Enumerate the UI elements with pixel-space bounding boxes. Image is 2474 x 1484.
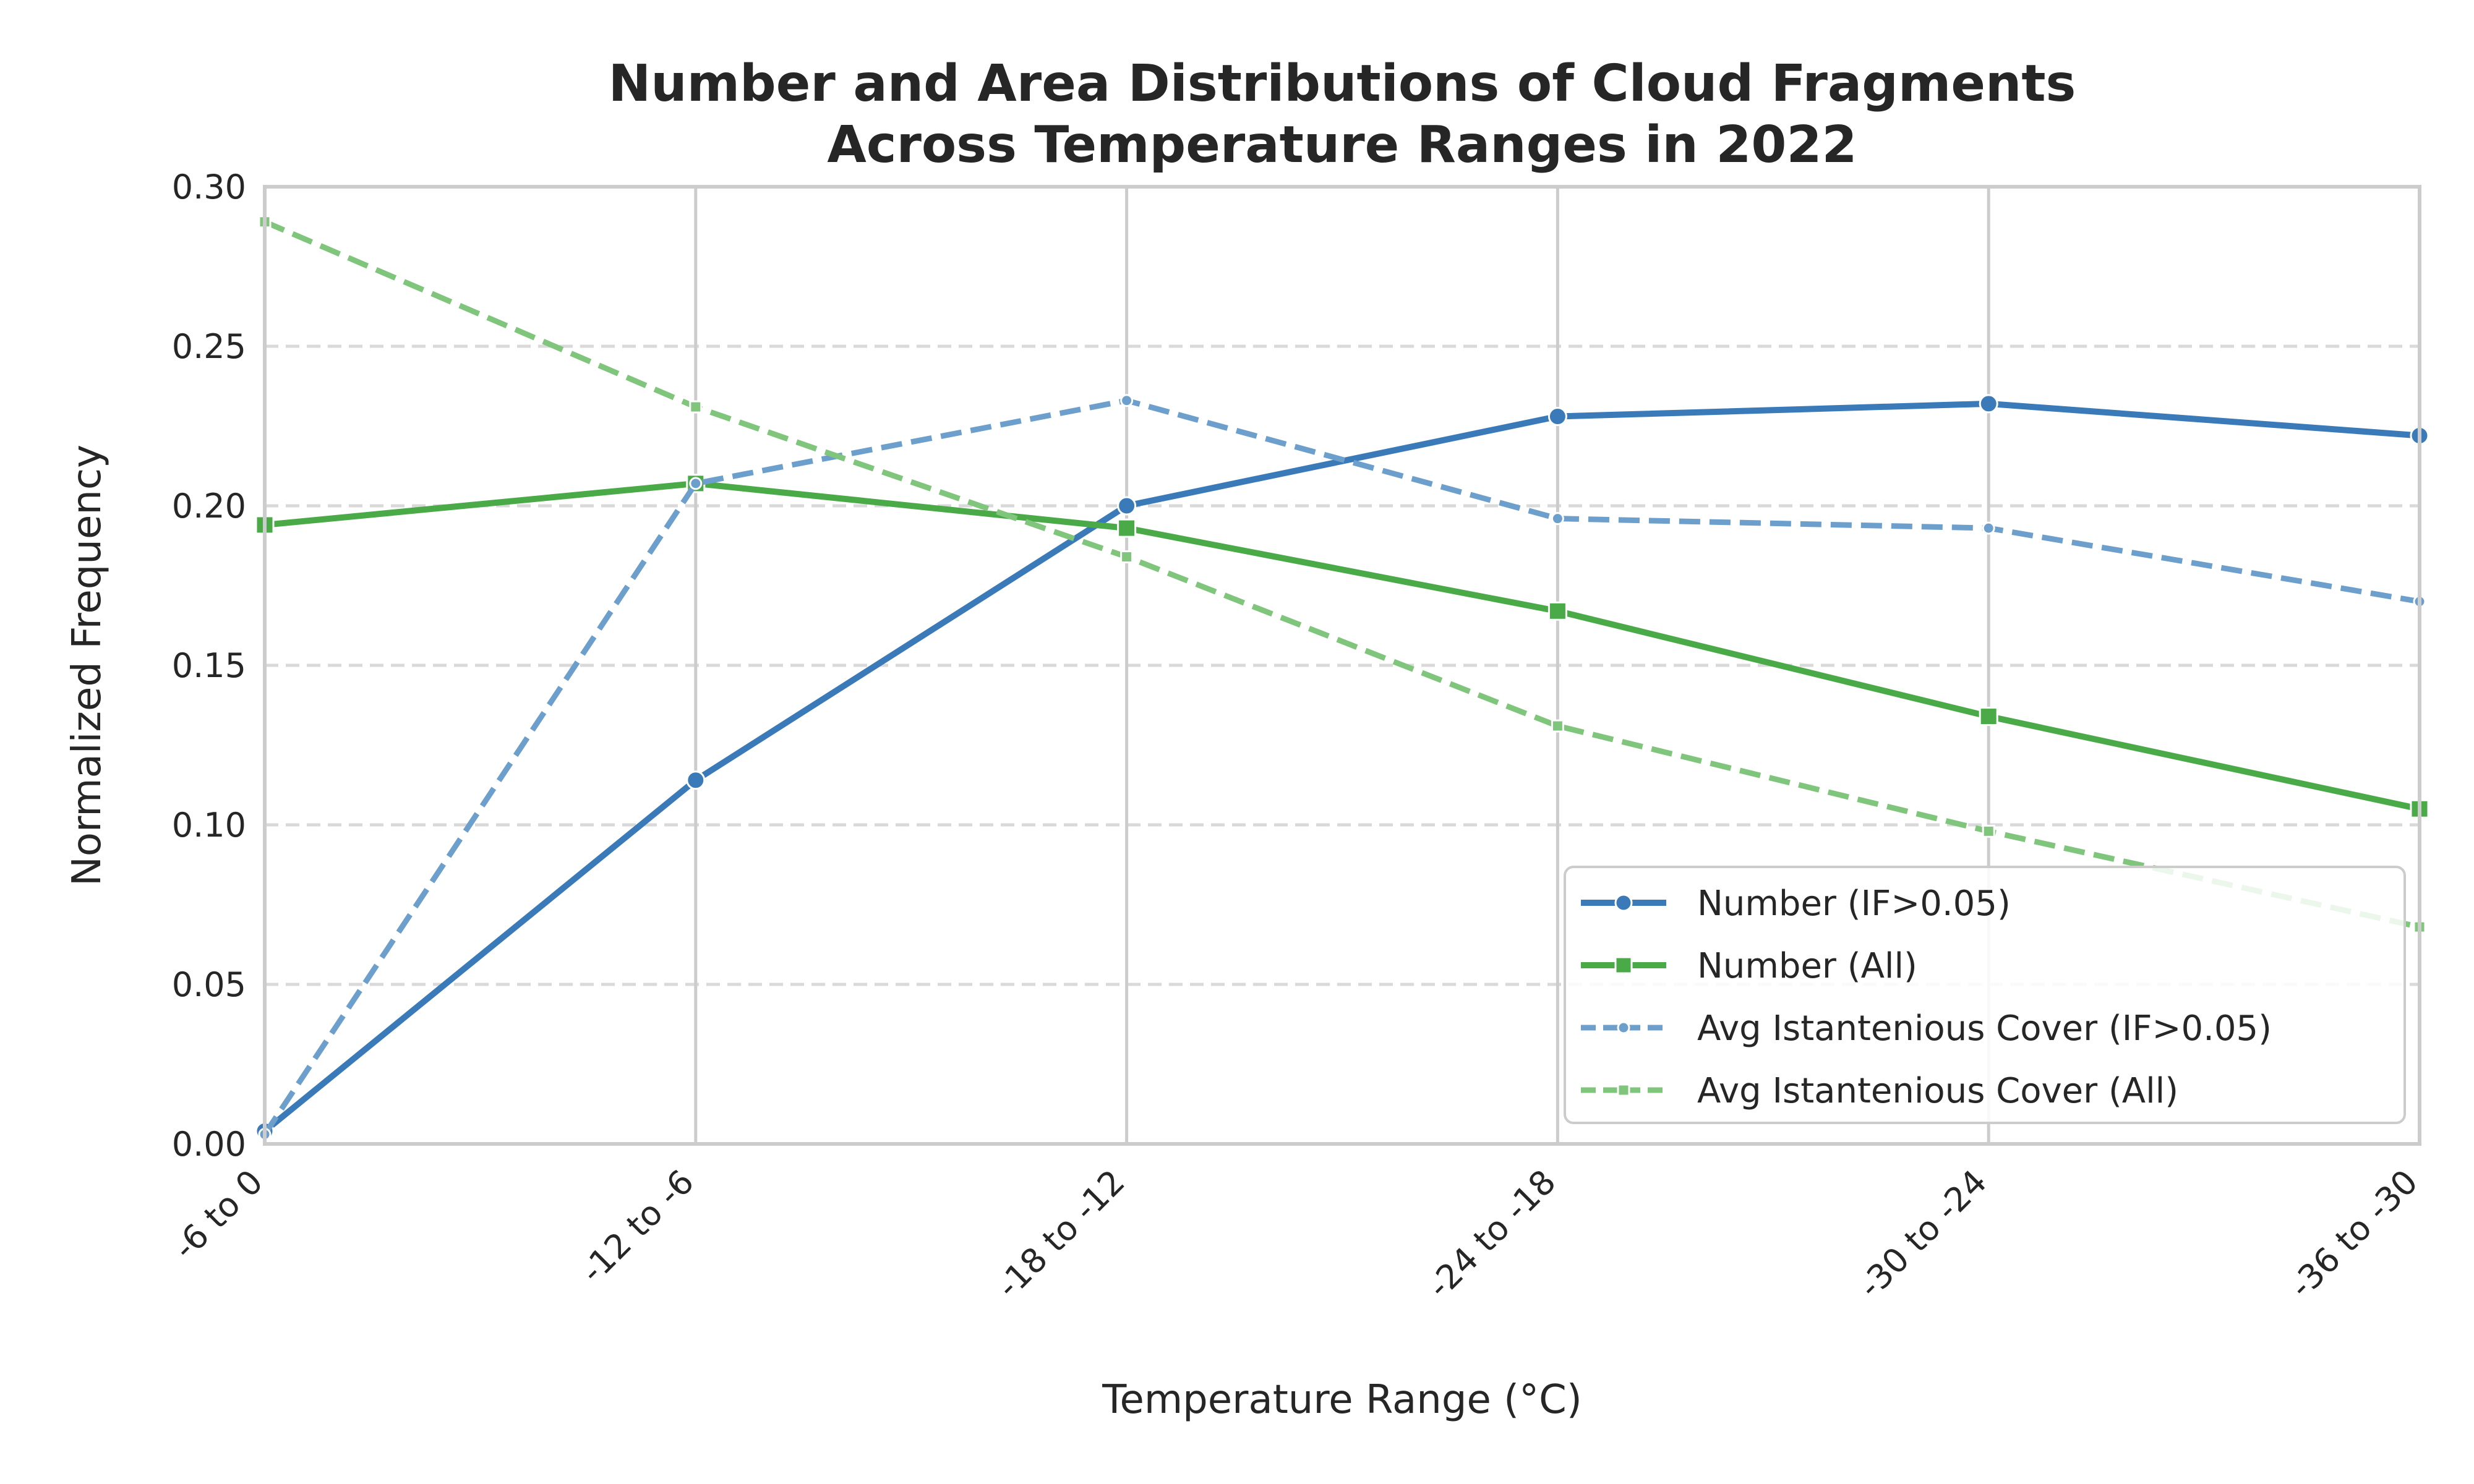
legend-item: Avg Istantenious Cover (All) xyxy=(1581,1071,2178,1111)
data-point xyxy=(1547,407,1567,427)
y-tick-label: 0.05 xyxy=(172,965,246,1004)
x-axis-label: Temperature Range (°C) xyxy=(1102,1377,1582,1423)
y-tick-label: 0.20 xyxy=(172,487,246,526)
legend-label: Avg Istantenious Cover (All) xyxy=(1697,1071,2178,1111)
data-point xyxy=(1979,707,1998,727)
legend-label: Avg Istantenious Cover (IF>0.05) xyxy=(1697,1009,2272,1049)
series-line xyxy=(264,480,2421,812)
legend-marker xyxy=(1617,1021,1630,1034)
legend-marker xyxy=(1614,893,1633,912)
x-tick-label: -30 to -24 xyxy=(1851,1162,1995,1306)
data-point xyxy=(686,770,706,790)
series-layer xyxy=(255,215,2429,1141)
series-line xyxy=(262,398,2420,1136)
x-tick-label: -24 to -18 xyxy=(1420,1162,1564,1306)
data-point xyxy=(689,400,703,414)
series-line xyxy=(263,219,2420,930)
data-point xyxy=(1982,521,1995,535)
y-tick-label: 0.15 xyxy=(172,646,246,685)
data-point xyxy=(1120,394,1134,407)
plot-frame xyxy=(263,185,2421,1146)
legend-box xyxy=(1564,866,2406,1124)
data-point xyxy=(1551,719,1564,733)
x-tick-label: -12 to -6 xyxy=(573,1162,701,1291)
legend-item: Number (All) xyxy=(1581,946,1917,986)
x-tick-label: -6 to 0 xyxy=(166,1162,271,1268)
legend-label: Number (IF>0.05) xyxy=(1697,884,2011,924)
data-point xyxy=(1982,824,1995,838)
legend-item: Number (IF>0.05) xyxy=(1581,884,2011,924)
legend: Number (IF>0.05) Number (All) Avg Istanten… xyxy=(1564,866,2406,1124)
x-tick-label: -36 to -30 xyxy=(2282,1162,2425,1306)
y-tick-label: 0.30 xyxy=(172,168,246,207)
y-tick-label: 0.00 xyxy=(172,1125,246,1164)
chart-title-line-2: Across Temperature Ranges in 2022 xyxy=(827,116,1857,174)
data-point xyxy=(1117,496,1137,516)
y-axis-label: Normalized Frequency xyxy=(64,445,110,886)
data-point xyxy=(1117,518,1137,538)
data-point xyxy=(1551,512,1564,526)
x-tick-label: -18 to -12 xyxy=(989,1162,1132,1306)
data-point xyxy=(689,477,703,490)
y-tick-label: 0.10 xyxy=(172,806,246,845)
legend-item: Avg Istantenious Cover (IF>0.05) xyxy=(1581,1009,2272,1049)
series-2 xyxy=(255,474,2429,819)
legend-marker xyxy=(1614,956,1633,974)
legend-label: Number (All) xyxy=(1697,946,1917,986)
legend-marker xyxy=(1617,1083,1630,1097)
data-point xyxy=(1979,394,1998,414)
y-tick-label: 0.25 xyxy=(172,327,246,366)
chart-title-line-1: Number and Area Distributions of Cloud F… xyxy=(609,54,2076,113)
data-point xyxy=(1120,550,1134,564)
data-point xyxy=(1547,601,1567,621)
